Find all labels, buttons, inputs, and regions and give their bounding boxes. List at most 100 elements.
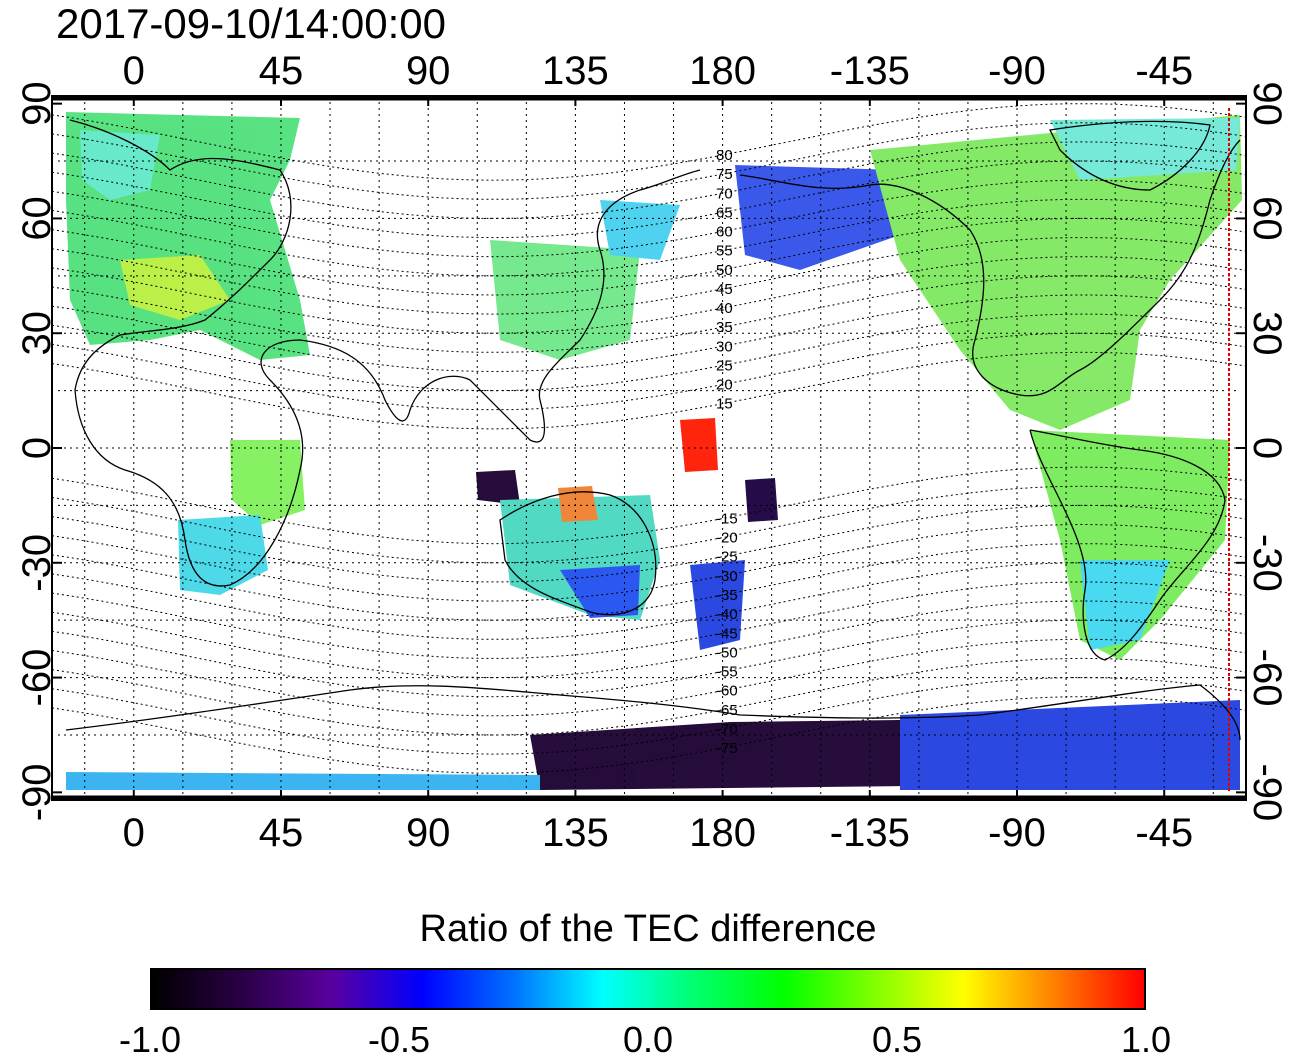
lat-tick-label-right: 30 xyxy=(1245,311,1289,356)
magnetic-latitude-label: 40 xyxy=(716,300,733,317)
colorbar xyxy=(150,968,1146,1010)
magnetic-contour xyxy=(51,562,1247,640)
magnetic-contour xyxy=(51,581,1247,659)
magnetic-latitude-label: -25 xyxy=(716,549,738,566)
magnetic-contour xyxy=(51,543,1247,621)
lat-tick-label-right: -90 xyxy=(1245,763,1289,821)
magnetic-contour xyxy=(51,466,1247,545)
magnetic-contour xyxy=(51,141,1247,219)
magnetic-latitude-label: -70 xyxy=(716,721,738,738)
magnetic-contour xyxy=(51,677,1247,755)
magnetic-contour xyxy=(51,160,1247,239)
lon-tick-label-bottom: 90 xyxy=(406,811,451,855)
lat-tick-label-right: -30 xyxy=(1245,534,1289,592)
lon-tick-label-top: -45 xyxy=(1135,49,1193,93)
lon-tick-label-bottom: -90 xyxy=(988,811,1046,855)
magnetic-latitude-label: -65 xyxy=(716,702,738,719)
colorbar-tick-label: 0.0 xyxy=(622,1019,674,1060)
magnetic-contour xyxy=(51,122,1247,200)
patch-japan xyxy=(600,200,680,260)
colorbar-tick-label: 0.5 xyxy=(871,1019,923,1060)
magnetic-contour xyxy=(51,275,1247,353)
magnetic-contour xyxy=(51,351,1247,430)
coast-europe-africa xyxy=(69,119,471,587)
magnetic-latitude-label: -30 xyxy=(716,568,738,585)
magnetic-contour xyxy=(51,657,1247,736)
patch-antarctica-blue xyxy=(900,700,1240,790)
patch-asia-east xyxy=(490,240,640,360)
magnetic-latitude-label: -20 xyxy=(716,530,738,547)
lon-tick-label-top: 135 xyxy=(542,49,609,93)
patch-north-america xyxy=(870,115,1242,430)
magnetic-latitude-label: -55 xyxy=(716,664,738,681)
patch-antarctica-dark xyxy=(530,720,1000,790)
magnetic-contour xyxy=(51,696,1247,774)
magnetic-contour xyxy=(51,619,1247,698)
lat-tick-label-right: 60 xyxy=(1245,196,1289,241)
patch-australia-orange xyxy=(558,486,598,522)
magnetic-contour xyxy=(51,313,1247,392)
lon-tick-label-top: 0 xyxy=(123,49,145,93)
lon-tick-label-top: 90 xyxy=(406,49,451,93)
magnetic-latitude-label: 30 xyxy=(716,338,733,355)
tec-data-patches xyxy=(66,112,1242,790)
patch-south-america xyxy=(1030,430,1230,660)
magnetic-latitude-contours: 80 75 70 65 60 55 50 45 40 35 30 25 20 15 -15 -20 -25 -30… xyxy=(51,103,1247,774)
map-timestamp: 2017-09-10/14:00:00 xyxy=(56,0,446,47)
lat-tick-label-right: -60 xyxy=(1245,649,1289,707)
map-grid xyxy=(58,102,1240,794)
lat-tick-label-left: -30 xyxy=(15,534,59,592)
magnetic-contour xyxy=(51,638,1247,717)
coast-antarctica xyxy=(65,684,1241,741)
lon-tick-label-bottom: -45 xyxy=(1135,811,1193,855)
magnetic-contour xyxy=(51,523,1247,602)
patch-south-america-cyan xyxy=(1080,560,1170,650)
coast-south-america xyxy=(1029,429,1226,661)
magnetic-latitude-label: -35 xyxy=(716,587,738,604)
colorbar-tick-label: -0.5 xyxy=(367,1019,431,1060)
lat-tick-label-left: -60 xyxy=(15,649,59,707)
magnetic-latitude-label: -60 xyxy=(716,683,738,700)
magnetic-contour xyxy=(51,217,1247,296)
magnetic-latitude-label: -15 xyxy=(716,510,738,527)
magnetic-contour xyxy=(51,294,1247,373)
lon-tick-label-top: 180 xyxy=(689,49,756,93)
coast-north-america xyxy=(739,139,1241,397)
lon-tick-label-bottom: 135 xyxy=(542,811,609,855)
magnetic-latitude-label: 55 xyxy=(716,243,733,260)
magnetic-latitude-label: -40 xyxy=(716,606,738,623)
magnetic-contour xyxy=(51,237,1247,315)
patch-indonesia-dark xyxy=(476,470,520,505)
coast-australia xyxy=(499,491,657,616)
coastlines xyxy=(65,119,1241,741)
patch-alaska-blue xyxy=(735,165,900,270)
lon-tick-label-bottom: 0 xyxy=(123,811,145,855)
magnetic-latitude-label: 75 xyxy=(716,166,733,183)
lon-tick-label-top: 45 xyxy=(259,49,304,93)
magnetic-contour xyxy=(51,198,1247,277)
patch-south-strip xyxy=(66,772,540,790)
lat-tick-label-left: -90 xyxy=(15,763,59,821)
magnetic-latitude-label: -75 xyxy=(716,740,738,757)
colorbar-title: Ratio of the TEC difference xyxy=(419,908,877,950)
magnetic-latitude-label: -45 xyxy=(716,625,738,642)
magnetic-latitude-label: 25 xyxy=(716,357,733,374)
magnetic-latitude-label: 45 xyxy=(716,281,733,298)
magnetic-contour xyxy=(51,103,1247,181)
coast-asia xyxy=(469,169,701,443)
lon-tick-label-bottom: 45 xyxy=(259,811,304,855)
axis-tick-labels: 0 0 45 45 90 90 135 135 180 180 -135 -135 -90 -90 -45 -… xyxy=(15,49,1289,855)
magnetic-contour xyxy=(51,332,1247,411)
magnetic-contour xyxy=(51,179,1247,258)
magnetic-latitude-label: 35 xyxy=(716,319,733,336)
magnetic-latitude-label: 70 xyxy=(716,185,733,202)
patch-africa-east xyxy=(230,440,305,525)
lat-tick-label-left: 0 xyxy=(15,437,59,459)
magnetic-latitude-label: 20 xyxy=(716,377,733,394)
magnetic-latitude-label: 60 xyxy=(716,224,733,241)
coast-greenland xyxy=(1049,120,1211,191)
lon-tick-label-bottom: 180 xyxy=(689,811,756,855)
magnetic-contour xyxy=(51,600,1247,679)
lat-tick-label-left: 60 xyxy=(15,196,59,241)
lon-tick-label-bottom: -135 xyxy=(830,811,910,855)
